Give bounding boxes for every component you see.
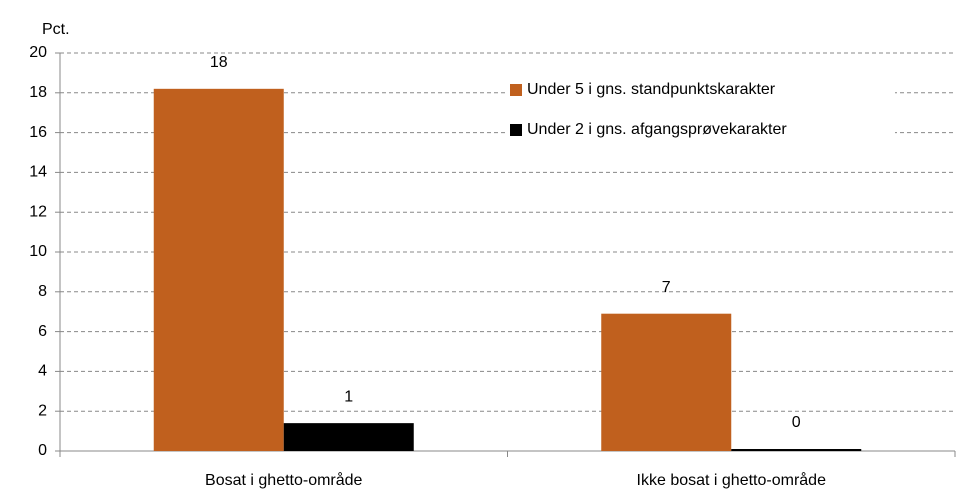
x-tick-label: Bosat i ghetto-område	[205, 471, 363, 489]
legend-label: Under 2 i gns. afgangsprøvekarakter	[527, 121, 787, 138]
value-label: 1	[344, 388, 353, 405]
y-tick-label: 0	[38, 442, 47, 459]
y-tick-label: 4	[38, 363, 47, 380]
value-label: 18	[210, 54, 228, 71]
legend-swatch	[510, 84, 522, 96]
y-tick-label: 12	[29, 203, 47, 220]
y-tick-label: 16	[29, 124, 47, 141]
y-axis-label: Pct.	[42, 21, 70, 38]
y-tick-label: 6	[38, 323, 47, 340]
bar	[601, 313, 732, 451]
legend-box	[505, 70, 895, 154]
y-tick-label: 10	[29, 243, 47, 260]
bar	[283, 423, 414, 451]
y-tick-label: 8	[38, 283, 47, 300]
x-tick-label: Ikke bosat i ghetto-område	[637, 471, 827, 489]
y-tick-label: 14	[29, 164, 47, 181]
legend-swatch	[510, 124, 522, 136]
y-tick-label: 2	[38, 402, 47, 419]
value-label: 0	[792, 414, 801, 431]
legend-label: Under 5 i gns. standpunktskarakter	[527, 81, 776, 98]
bar	[731, 449, 862, 451]
value-label: 7	[662, 279, 671, 296]
bar	[153, 88, 284, 451]
y-tick-label: 20	[29, 44, 47, 61]
y-tick-label: 18	[29, 84, 47, 101]
